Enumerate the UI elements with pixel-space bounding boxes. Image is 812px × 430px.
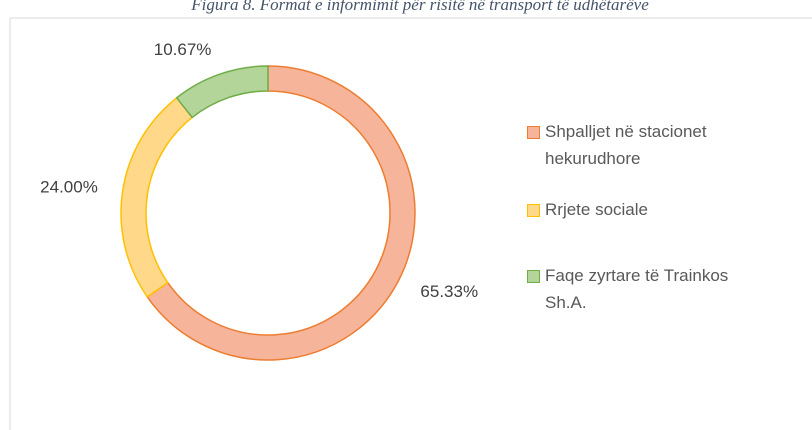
legend-item: Rrjete sociale	[527, 196, 767, 223]
donut-segment	[146, 65, 416, 361]
donut-segment	[120, 96, 194, 298]
legend-swatch	[527, 204, 540, 217]
data-label: 24.00%	[40, 177, 98, 196]
legend-label: Faqe zyrtare të Trainkos Sh.A.	[545, 266, 729, 312]
legend-item: Faqe zyrtare të Trainkos Sh.A.	[527, 262, 767, 316]
legend-swatch	[527, 270, 540, 283]
data-label: 65.33%	[420, 282, 478, 301]
data-label: 10.67%	[154, 40, 212, 59]
chart-title: Figura 8. Format e informimit për risitë…	[190, 0, 649, 14]
donut-segment	[175, 65, 269, 119]
legend-label: Rrjete sociale	[545, 200, 648, 219]
legend-item: Shpalljet në stacionet hekurudhore	[527, 118, 767, 172]
legend-label: Shpalljet në stacionet hekurudhore	[545, 122, 707, 168]
legend-swatch	[527, 126, 540, 139]
